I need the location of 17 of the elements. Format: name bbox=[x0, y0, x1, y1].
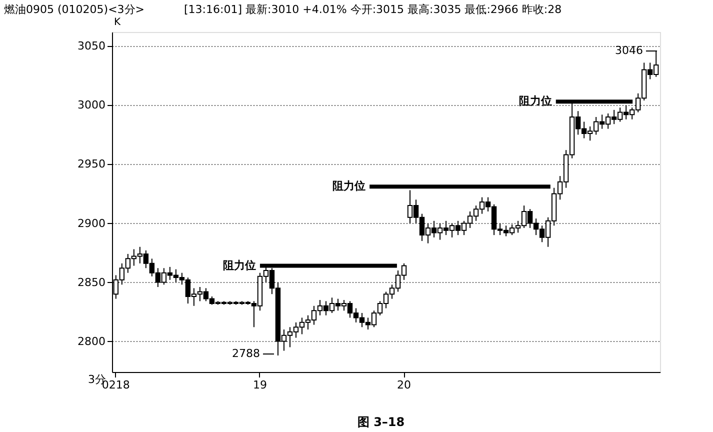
chart-subtitle: [13:16:01] 最新:3010 +4.01% 今开:3015 最高:3035 最低:2966 昨收:28 bbox=[184, 3, 562, 16]
text: K bbox=[114, 17, 121, 28]
x-tick-label: 20 bbox=[397, 378, 412, 392]
ref-line-label: 阻力位 bbox=[518, 94, 552, 108]
y-tick-label: 2900 bbox=[78, 216, 106, 230]
annotation: 3046 bbox=[615, 44, 643, 57]
x-tick-label: 19 bbox=[252, 378, 267, 392]
y-tick-label: 2850 bbox=[78, 276, 106, 289]
chart-title: 燃油0905 (010205)<3分> bbox=[4, 3, 144, 16]
ref-line-label: 阻力位 bbox=[332, 180, 366, 193]
y-tick-label: 3000 bbox=[78, 98, 106, 112]
ref-line-label: 阻力位 bbox=[222, 258, 256, 272]
y-tick-label: 2950 bbox=[78, 158, 106, 171]
caption: 图 3–18 bbox=[357, 415, 405, 429]
y-tick-label: 3050 bbox=[78, 40, 106, 53]
annotation: 2788 bbox=[232, 347, 260, 360]
y-tick-label: 2800 bbox=[78, 334, 106, 348]
